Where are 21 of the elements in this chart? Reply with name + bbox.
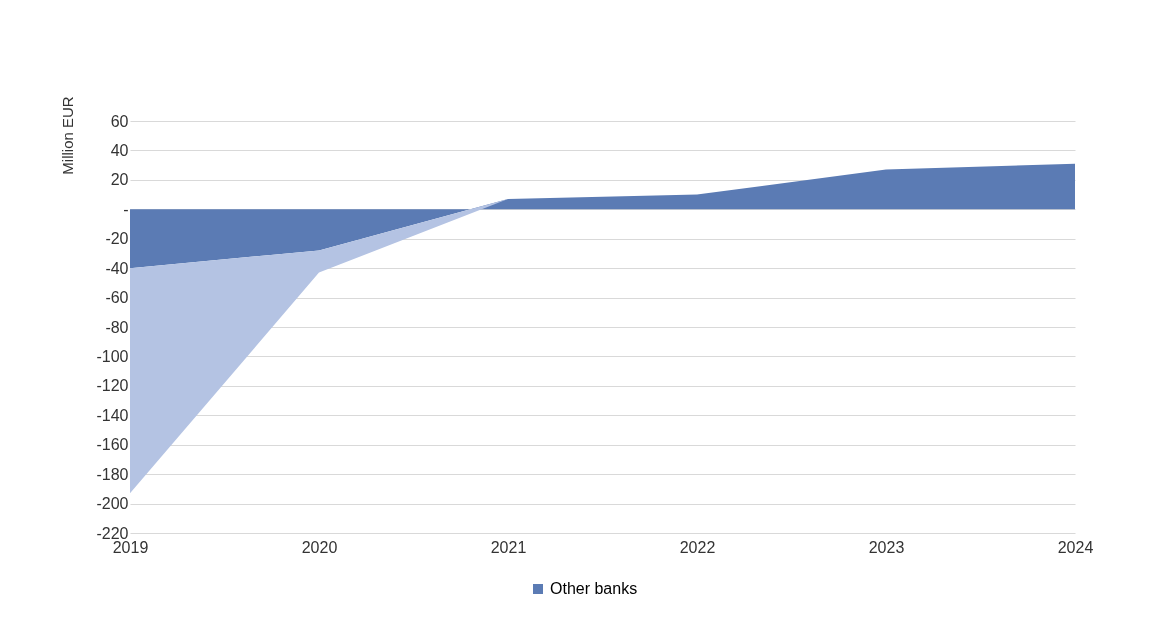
legend-label: Other banks	[550, 580, 638, 597]
x-tick-label: 2021	[490, 538, 527, 556]
x-tick-label: 2023	[868, 538, 905, 556]
x-tick-label: 2022	[679, 538, 716, 556]
y-tick-label: -120	[96, 377, 129, 395]
y-tick-label: 40	[110, 141, 129, 159]
y-tick-label: -80	[105, 318, 129, 336]
x-tick-label: 2020	[301, 538, 338, 556]
x-tick-label: 2024	[1057, 538, 1094, 556]
y-tick-label: -100	[96, 347, 129, 365]
y-tick-label: -200	[96, 495, 129, 513]
y-tick-label: -180	[96, 465, 129, 483]
y-axis-title: Million EUR	[58, 96, 76, 175]
y-tick-label: -	[123, 200, 129, 218]
y-tick-label: -160	[96, 436, 129, 454]
y-tick-label: 20	[110, 171, 129, 189]
y-tick-label: -20	[105, 230, 129, 248]
y-tick-label: -140	[96, 406, 129, 424]
y-tick-label: 60	[110, 112, 129, 130]
y-tick-label: -40	[105, 259, 129, 277]
y-tick-label: -60	[105, 289, 129, 307]
